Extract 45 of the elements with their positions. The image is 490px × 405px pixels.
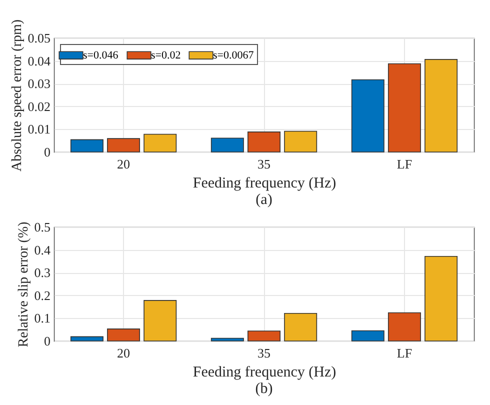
x-tick-label: LF bbox=[396, 346, 412, 360]
y-tick-label: 0 bbox=[44, 144, 50, 160]
bar bbox=[248, 330, 280, 342]
x-axis-title: Feeding frequency (Hz) bbox=[192, 176, 336, 192]
bar bbox=[107, 328, 140, 342]
bar bbox=[424, 59, 458, 152]
y-tick-label: 0.02 bbox=[28, 98, 50, 114]
bar bbox=[210, 338, 244, 342]
bar bbox=[284, 313, 318, 342]
y-tick-label: 0.1 bbox=[34, 310, 50, 326]
bar bbox=[424, 256, 458, 342]
bar bbox=[388, 63, 421, 152]
legend-label: s=0.0067 bbox=[213, 49, 254, 62]
x-tick-label: 20 bbox=[117, 156, 130, 172]
bar bbox=[144, 134, 177, 152]
bar bbox=[107, 138, 140, 152]
y-axis-title: Absolute speed error (rpm) bbox=[10, 19, 25, 172]
bar bbox=[70, 139, 104, 152]
bar bbox=[284, 130, 318, 152]
legend-label: s=0.02 bbox=[151, 49, 181, 62]
x-tick-label: 35 bbox=[258, 346, 270, 360]
bar bbox=[70, 336, 104, 342]
bar bbox=[248, 132, 280, 152]
bar bbox=[210, 138, 244, 152]
y-tick-label: 0.01 bbox=[28, 122, 50, 137]
y-tick-label: 0.03 bbox=[28, 76, 50, 92]
bar bbox=[144, 300, 177, 342]
bar bbox=[388, 312, 421, 342]
legend-label: s=0.046 bbox=[83, 49, 119, 62]
y-tick-label: 0.4 bbox=[34, 242, 51, 258]
bar bbox=[351, 330, 384, 342]
y-tick-label: 0.2 bbox=[34, 288, 50, 303]
y-tick-label: 0.05 bbox=[28, 30, 50, 46]
x-axis-title: Feeding frequency (Hz) bbox=[192, 364, 336, 380]
y-tick-label: 0.04 bbox=[28, 53, 51, 68]
y-tick-label: 0.3 bbox=[34, 265, 50, 280]
y-tick-label: 0 bbox=[44, 334, 50, 348]
text: (b) bbox=[255, 381, 273, 397]
bar bbox=[351, 79, 384, 152]
x-tick-label: 20 bbox=[117, 346, 130, 360]
text: (a) bbox=[256, 192, 272, 208]
x-tick-label: LF bbox=[396, 156, 412, 172]
y-tick-label: 0.5 bbox=[34, 220, 50, 234]
y-axis-title: Relative slip error (%) bbox=[16, 221, 32, 348]
x-tick-label: 35 bbox=[258, 156, 270, 172]
